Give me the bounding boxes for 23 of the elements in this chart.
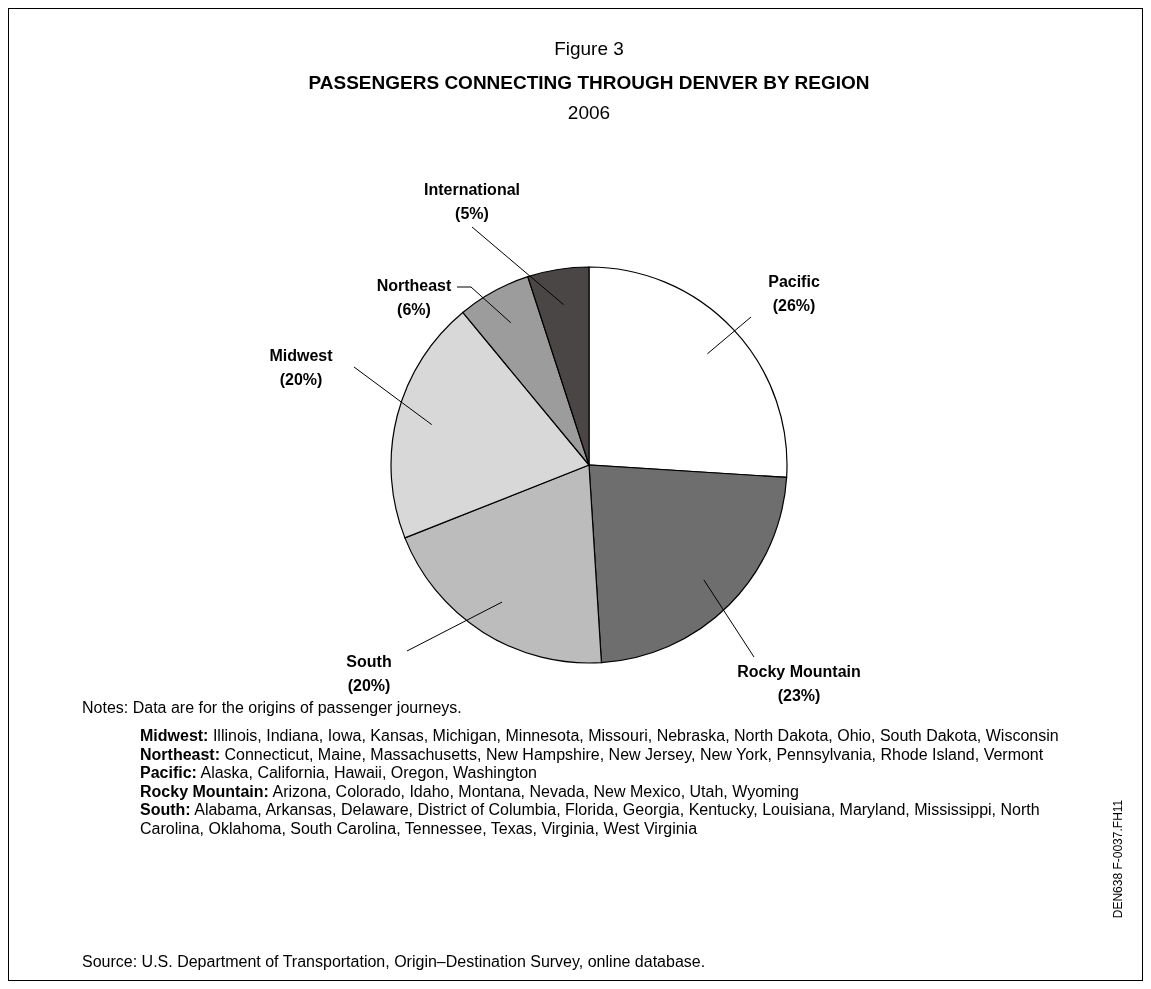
data-label: (20%) [279,371,323,388]
text: Northeast: Connecticut, Maine, Massachusetts, New Hampshire, New Jersey, New York, Pennsylvania, Rhode Island, Vermont [140,745,1045,764]
data-label: (5%) [455,205,489,222]
text: DEN638 F-0037.FH11 [1111,799,1125,919]
data-label: (23%) [777,687,821,704]
slice-label: Midwest [269,347,334,364]
data-label: (6%) [397,301,431,318]
slice-label: Rocky Mountain [737,663,861,680]
text: Pacific: Alaska, California, Hawaii, Oregon, Washington [140,764,538,783]
data-label: (26%) [772,297,816,314]
slice-label: International [423,181,521,198]
text: Notes: Data are for the origins of passenger journeys. [82,699,462,716]
text: Rocky Mountain: Arizona, Colorado, Idaho, Montana, Nevada, New Mexico, Utah, Wyoming [140,782,800,801]
source-note: Source: U.S. Department of Transportation, Origin–Destination Survey, online database. [82,953,706,970]
slice-label: South [346,653,392,670]
text: Midwest: Illinois, Indiana, Iowa, Kansas, Michigan, Minnesota, Missouri, Nebraska, North Dakota, Ohio, South Dakota, Wisconsin [140,727,1060,746]
slice-label: Pacific [768,273,820,290]
chart-title: PASSENGERS CONNECTING THROUGH DENVER BY REGION [308,72,870,93]
data-label: (20%) [347,677,391,694]
caption: Figure 3 [554,38,624,59]
text: South: Alabama, Arkansas, Delaware, District of Columbia, Florida, Georgia, Kentucky, Louisiana, Maryland, Mississippi, North Carolina, Oklahoma, South Carolina, Tennessee, Texas, Virginia, West Virginia [140,801,1041,838]
chart-subtitle: 2006 [567,102,611,123]
slice-label: Northeast [376,277,453,294]
